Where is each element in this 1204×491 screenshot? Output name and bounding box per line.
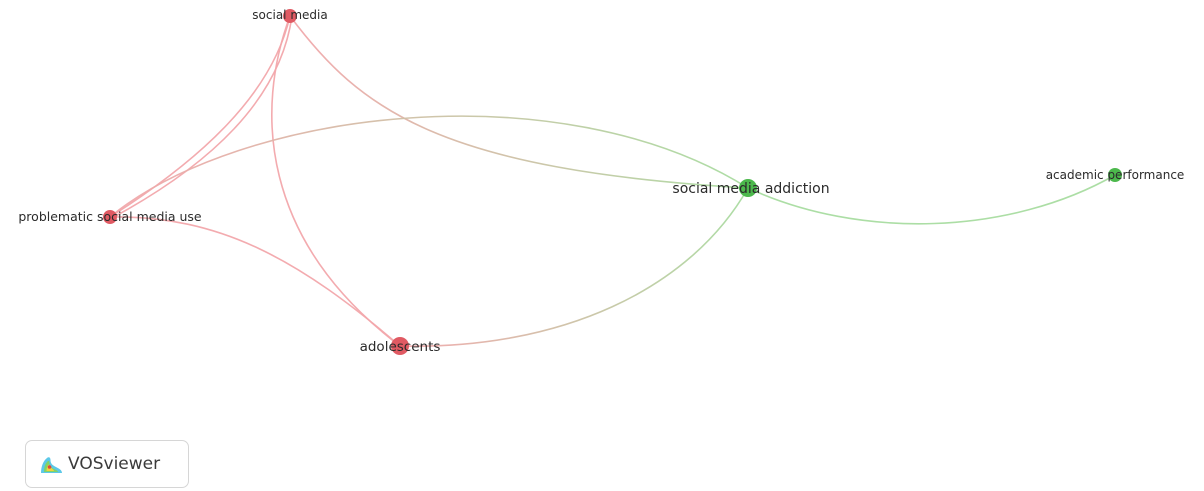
link-social-media-problematic-social-media-use [109, 15, 291, 218]
link-social-media-addiction-academic-performance [747, 174, 1116, 225]
vosviewer-badge[interactable]: VOSviewer [25, 440, 189, 488]
nodes [103, 9, 1122, 355]
label-adolescents: adolescents [360, 339, 441, 355]
node-adolescents[interactable] [391, 337, 409, 355]
label-problematic-social-media-use: problematic social media use [18, 209, 202, 224]
labels: social media problematic social media us… [18, 8, 1184, 355]
vosviewer-logo-icon [41, 457, 62, 473]
label-academic-performance: academic performance [1046, 168, 1185, 182]
link-social-media-adolescents [271, 15, 401, 347]
node-social-media-addiction[interactable] [739, 179, 757, 197]
node-social-media[interactable] [283, 9, 297, 23]
link-problematic-social-media-use-adolescents [109, 216, 401, 347]
link-social-media-social-media-addiction [289, 15, 749, 189]
label-social-media: social media [252, 8, 327, 22]
label-social-media-addiction: social media addiction [672, 181, 829, 197]
vosviewer-label: VOSviewer [68, 454, 161, 474]
node-academic-performance[interactable] [1108, 168, 1122, 182]
link-social-media-problematic-social-media-use-2 [111, 15, 293, 219]
node-problematic-social-media-use[interactable] [103, 210, 117, 224]
link-problematic-social-media-use-social-media-addiction [109, 115, 749, 218]
link-adolescents-social-media-addiction [399, 187, 749, 347]
links [109, 15, 1116, 347]
